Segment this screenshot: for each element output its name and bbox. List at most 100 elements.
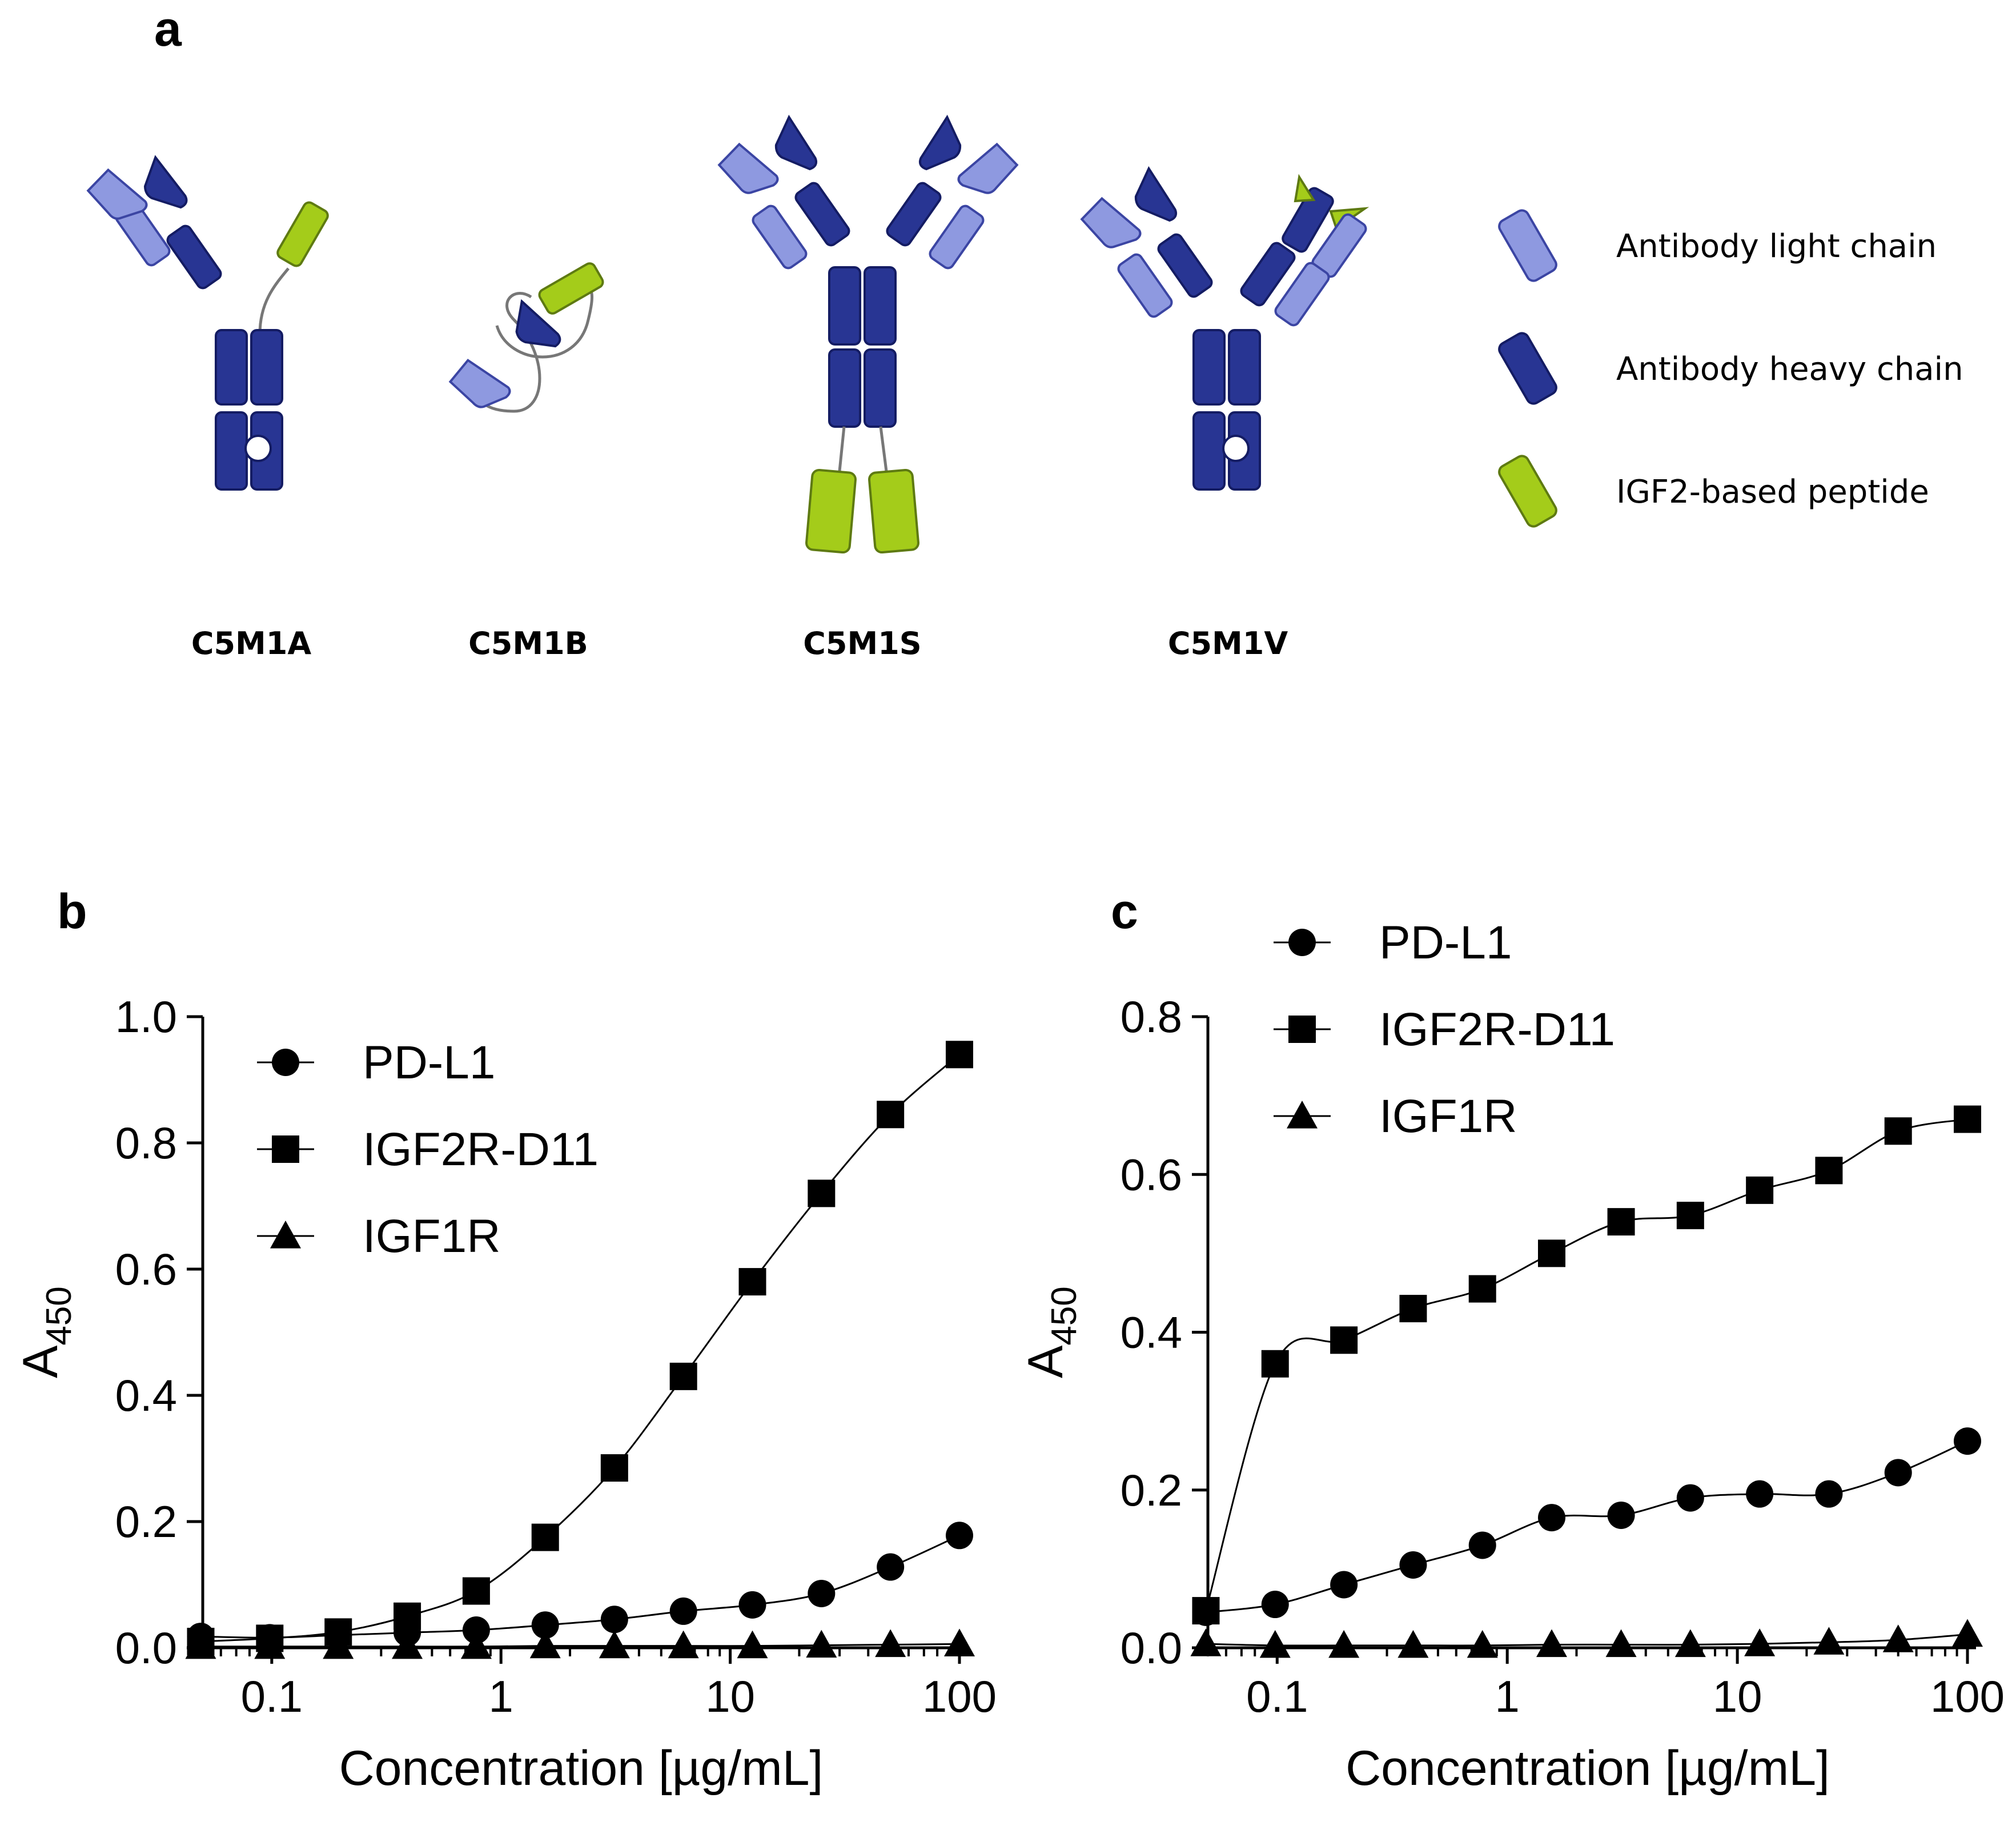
legend-a-label: Antibody light chain (1616, 228, 1937, 265)
data-point (1815, 1157, 1843, 1185)
data-point (738, 1268, 766, 1296)
y-axis-title-main: A (1018, 1345, 1073, 1378)
chart-b: 0.0 0.2 0.4 0.6 0.8 1.0 0.1 1 10 100 Concentration… (13, 992, 997, 1796)
y-tick-label: 0.2 (115, 1496, 177, 1547)
data-point (1674, 1629, 1706, 1658)
legend-label: IGF1R (1379, 1090, 1517, 1142)
legend-item: IGF2R-D11 (257, 1123, 599, 1175)
heavy-chain-block (864, 266, 897, 346)
heavy-chain-block (1155, 231, 1215, 300)
data-point (946, 1041, 973, 1069)
legend-label: IGF2R-D11 (1379, 1004, 1615, 1056)
x-axis-title: Concentration [µg/mL] (1346, 1741, 1830, 1796)
data-point (808, 1579, 836, 1607)
data-point (1330, 1571, 1358, 1599)
peptide-block (868, 468, 919, 554)
data-point (1744, 1628, 1776, 1656)
y-tick-label: 0.4 (115, 1370, 177, 1420)
light-chain-block (86, 168, 148, 220)
panel-c-letter: c (1111, 884, 1138, 939)
heavy-chain-block (250, 329, 283, 406)
chart-c: 0.0 0.2 0.4 0.6 0.8 0.1 1 10 100 Concentration [µ… (1018, 917, 2005, 1796)
x-tick-label: 100 (1930, 1671, 2005, 1721)
data-point (877, 1101, 905, 1129)
data-point (1259, 1630, 1291, 1658)
light-chain-block (448, 359, 511, 408)
data-point (462, 1616, 490, 1644)
legend-label: PD-L1 (363, 1037, 495, 1089)
fit-line (1205, 1118, 1968, 1611)
heavy-chain-block (215, 329, 248, 406)
data-point (1952, 1619, 1983, 1647)
peptide-block (805, 468, 857, 554)
series-igf1r (185, 1628, 975, 1659)
legend-a-label: Antibody heavy chain (1616, 351, 1963, 388)
data-point (1399, 1295, 1427, 1323)
construct-label: C5M1V (1168, 625, 1288, 661)
data-point (1538, 1504, 1566, 1532)
light-chain-block (749, 202, 810, 272)
y-axis-title: A450 (13, 1286, 79, 1378)
data-point (529, 1630, 561, 1659)
light-chain-block (1115, 251, 1175, 320)
data-point (531, 1611, 559, 1639)
chart-legend: PD-L1 IGF2R-D11 IGF1R (257, 1037, 599, 1262)
knob-hole-mark (1222, 435, 1250, 462)
data-point (1954, 1105, 1981, 1133)
data-point (1190, 1628, 1222, 1656)
linker-line (258, 267, 290, 335)
construct-c5m1s-diagram (717, 114, 1019, 554)
y-axis-title-main: A (13, 1345, 68, 1378)
y-tick-label: 0.0 (115, 1623, 177, 1673)
y-tick-label: 0.2 (1121, 1465, 1182, 1515)
igf2-peptide-icon (1498, 455, 1557, 528)
data-point (323, 1631, 354, 1659)
data-point (1746, 1176, 1774, 1204)
data-point (185, 1631, 216, 1659)
knob-hole-mark (244, 435, 272, 462)
data-point (1884, 1117, 1912, 1145)
y-tick-label: 0.8 (115, 1118, 177, 1168)
heavy-chain-block (1134, 166, 1178, 222)
light-chain-block (926, 202, 987, 272)
x-tick-label: 10 (1713, 1671, 1762, 1721)
series-pd-l1 (187, 1522, 973, 1652)
legend-item: PD-L1 (1274, 917, 1512, 969)
y-tick-label: 0.0 (1121, 1623, 1182, 1673)
heavy-chain-block (1228, 329, 1261, 406)
legend-item: IGF1R (1274, 1090, 1517, 1142)
legend-label: IGF1R (363, 1210, 500, 1262)
legend-item: IGF1R (257, 1210, 500, 1262)
light-chain-block (717, 142, 779, 194)
x-tick-label: 1 (489, 1671, 513, 1721)
heavy-chain-icon (1498, 332, 1557, 405)
data-point (1192, 1597, 1220, 1625)
x-tick-label: 0.1 (1246, 1671, 1308, 1721)
data-point (944, 1628, 975, 1656)
data-point (1468, 1531, 1496, 1559)
heavy-chain-block (792, 179, 853, 249)
legend-marker-square-icon (272, 1135, 299, 1163)
data-point (1468, 1275, 1496, 1303)
y-tick-label: 1.0 (115, 992, 177, 1042)
heavy-chain-block (864, 348, 897, 428)
panel-a-letter: a (154, 2, 182, 57)
data-point (806, 1630, 837, 1658)
data-point (393, 1602, 421, 1630)
y-tick-label: 0.6 (1121, 1149, 1182, 1199)
construct-label: C5M1A (191, 625, 312, 661)
heavy-chain-block (515, 299, 561, 348)
panel-a: a (86, 2, 1963, 661)
legend-marker-circle-icon (1288, 929, 1316, 956)
structure-legend: Antibody light chain Antibody heavy chai… (1498, 209, 1963, 528)
series-pd-l1 (1192, 1427, 1981, 1626)
data-point (1746, 1480, 1774, 1508)
data-point (1815, 1480, 1843, 1508)
data-point (1397, 1630, 1429, 1658)
data-point (669, 1597, 697, 1625)
fit-line (1206, 1634, 1968, 1647)
data-point (1607, 1208, 1635, 1236)
fit-line (1206, 1440, 1968, 1614)
chart-legend: PD-L1 IGF2R-D11 IGF1R (1274, 917, 1615, 1142)
construct-label: C5M1S (803, 625, 921, 661)
